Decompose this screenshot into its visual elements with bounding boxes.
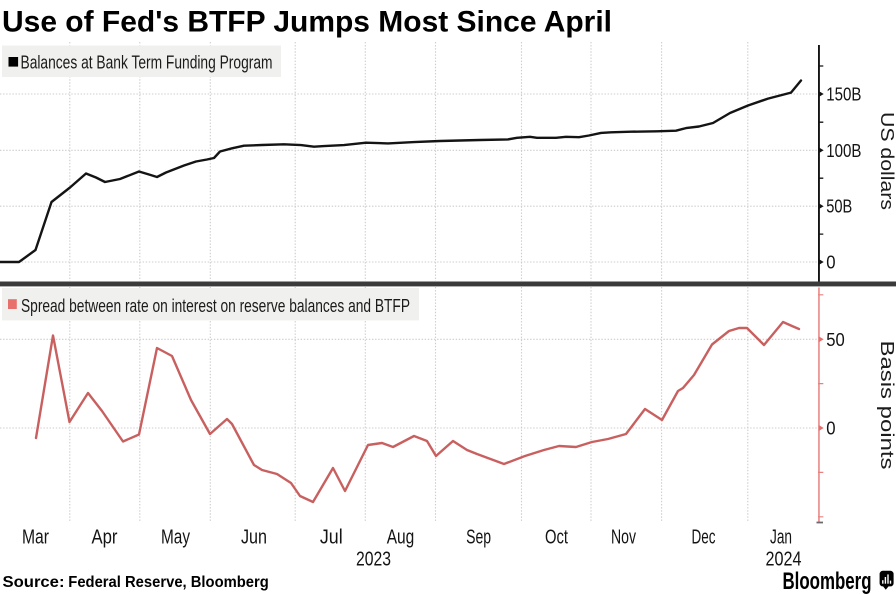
svg-text:100B: 100B <box>826 140 861 161</box>
svg-text:May: May <box>161 527 190 549</box>
svg-text:50: 50 <box>826 329 845 350</box>
svg-text:US dollars: US dollars <box>877 112 896 210</box>
svg-text:Federal Reserve, Bloomberg: Federal Reserve, Bloomberg <box>68 574 268 591</box>
svg-text:Dec: Dec <box>692 527 716 549</box>
svg-text:2024: 2024 <box>766 549 802 571</box>
svg-text:2023: 2023 <box>356 549 391 571</box>
svg-text:Aug: Aug <box>387 527 415 549</box>
svg-text:Basis points: Basis points <box>877 341 896 470</box>
svg-text:Balances at Bank Term Funding: Balances at Bank Term Funding Program <box>21 52 273 73</box>
svg-text:Jan: Jan <box>770 527 792 549</box>
svg-text:Spread between rate on interes: Spread between rate on interest on reser… <box>21 295 410 316</box>
svg-text:0: 0 <box>826 252 835 273</box>
svg-text:Jun: Jun <box>241 527 267 549</box>
svg-text:Mar: Mar <box>22 527 49 549</box>
svg-text:0: 0 <box>826 418 835 439</box>
svg-text:Bloomberg: Bloomberg <box>783 568 872 594</box>
svg-text:Apr: Apr <box>92 527 118 549</box>
svg-text:Jul: Jul <box>320 527 343 549</box>
svg-text:Use of Fed's BTFP Jumps Most S: Use of Fed's BTFP Jumps Most Since April <box>2 6 612 39</box>
svg-text:Nov: Nov <box>611 527 636 549</box>
svg-text:Sep: Sep <box>466 527 491 549</box>
svg-text:150B: 150B <box>826 84 861 105</box>
svg-text:50B: 50B <box>826 196 852 217</box>
svg-text:Source:: Source: <box>3 574 65 591</box>
svg-text:Oct: Oct <box>545 527 568 549</box>
